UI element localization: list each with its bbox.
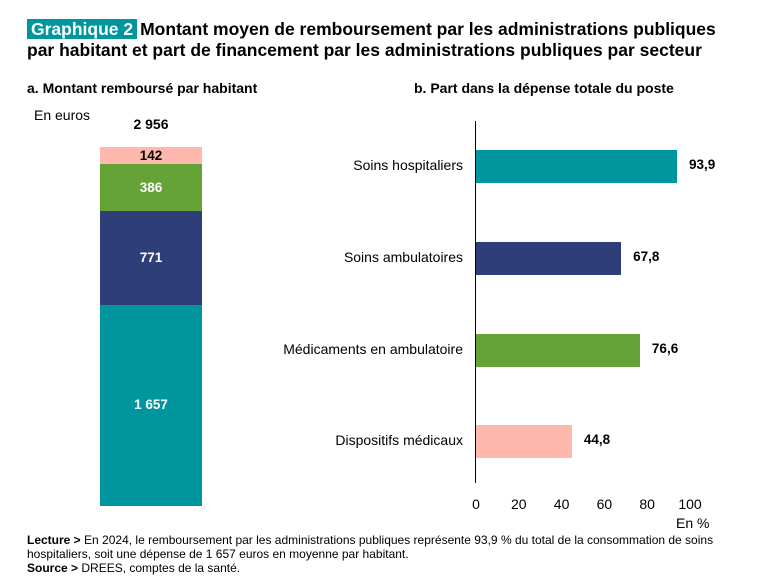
lecture-text: En 2024, le remboursement par les admini…: [27, 533, 714, 561]
source-label: Source >: [27, 561, 79, 575]
stack-segment: 386: [100, 164, 202, 212]
bar-value-label: 76,6: [651, 341, 679, 356]
x-tick-label: 0: [472, 496, 480, 512]
category-label: Soins ambulatoires: [343, 249, 463, 265]
stack-segment: 142: [100, 147, 202, 165]
stack-segment-label: 386: [139, 179, 163, 195]
stack-segment: 1 657: [100, 304, 202, 506]
stack-total-label: 2 956: [133, 116, 169, 132]
category-label: Médicaments en ambulatoire: [283, 341, 463, 357]
x-axis-title: En %: [676, 515, 710, 531]
footnote: Lecture > En 2024, le remboursement par …: [27, 533, 747, 575]
bar: [476, 333, 640, 367]
graphique-badge: Graphique 2: [27, 19, 138, 39]
stack-segment-label: 1 657: [134, 397, 168, 413]
lecture-label: Lecture >: [27, 533, 81, 547]
stack-segment: 771: [100, 211, 202, 305]
bar: [476, 424, 572, 458]
category-label: Soins hospitaliers: [353, 157, 463, 173]
x-tick-label: 40: [553, 496, 570, 512]
source-note: Source > DREES, comptes de la santé.: [27, 561, 747, 575]
x-tick-label: 20: [511, 496, 527, 512]
y-axis-line: [475, 121, 476, 483]
bar-value-label: 67,8: [633, 249, 660, 264]
source-text: DREES, comptes de la santé.: [78, 561, 241, 575]
stack-segment-label: 142: [139, 147, 163, 163]
x-tick-label: 60: [596, 496, 613, 512]
bar-value-label: 44,8: [583, 432, 611, 447]
panel-b-title: b. Part dans la dépense totale du poste: [414, 80, 674, 96]
x-tick-label: 80: [639, 496, 655, 512]
chart-title: Montant moyen de remboursement par les a…: [27, 19, 716, 60]
panel-a-unit: En euros: [34, 107, 91, 123]
panel-a-title: a. Montant remboursé par habitant: [27, 80, 258, 96]
stack-segment-label: 771: [139, 249, 163, 265]
bar: [476, 241, 622, 275]
lecture-note: Lecture > En 2024, le remboursement par …: [27, 533, 747, 561]
bar-value-label: 93,9: [688, 157, 716, 172]
bar: [476, 149, 677, 183]
x-tick-label: 100: [678, 496, 702, 512]
category-label: Dispositifs médicaux: [335, 432, 463, 448]
chart-header: Graphique 2 Montant moyen de remboursemen…: [27, 19, 747, 61]
